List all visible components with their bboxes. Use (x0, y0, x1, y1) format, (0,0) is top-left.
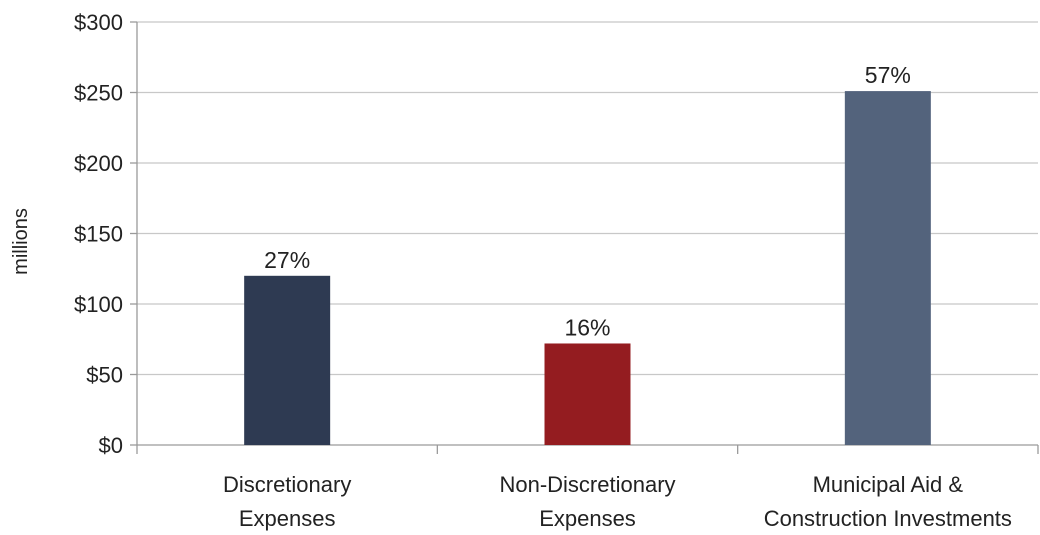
labels: $0 $50 $100 $150 $200 $250 $300 millions 27% Disc… (10, 10, 1012, 531)
data-label: 27% (264, 247, 310, 273)
x-category-label: Non-Discretionary (499, 472, 675, 497)
bars (244, 91, 931, 445)
y-axis-label: millions (10, 208, 32, 275)
y-tick-label: $150 (74, 222, 123, 247)
bar-2 (844, 91, 931, 445)
y-tick-label: $0 (99, 433, 123, 458)
bar-0 (244, 275, 331, 445)
y-tick-label: $300 (74, 10, 123, 35)
bar-1 (544, 343, 631, 445)
x-category-label: Expenses (239, 506, 336, 531)
data-label: 16% (564, 314, 610, 340)
x-category-label: Municipal Aid & (813, 472, 964, 497)
x-category-label: Construction Investments (764, 506, 1012, 531)
x-category-label: Expenses (539, 506, 636, 531)
y-tick-label: $250 (74, 81, 123, 106)
y-tick-label: $50 (86, 363, 123, 388)
y-tick-label: $100 (74, 292, 123, 317)
x-category-label: Discretionary (223, 472, 351, 497)
data-label: 57% (865, 62, 911, 88)
y-tick-label: $200 (74, 151, 123, 176)
